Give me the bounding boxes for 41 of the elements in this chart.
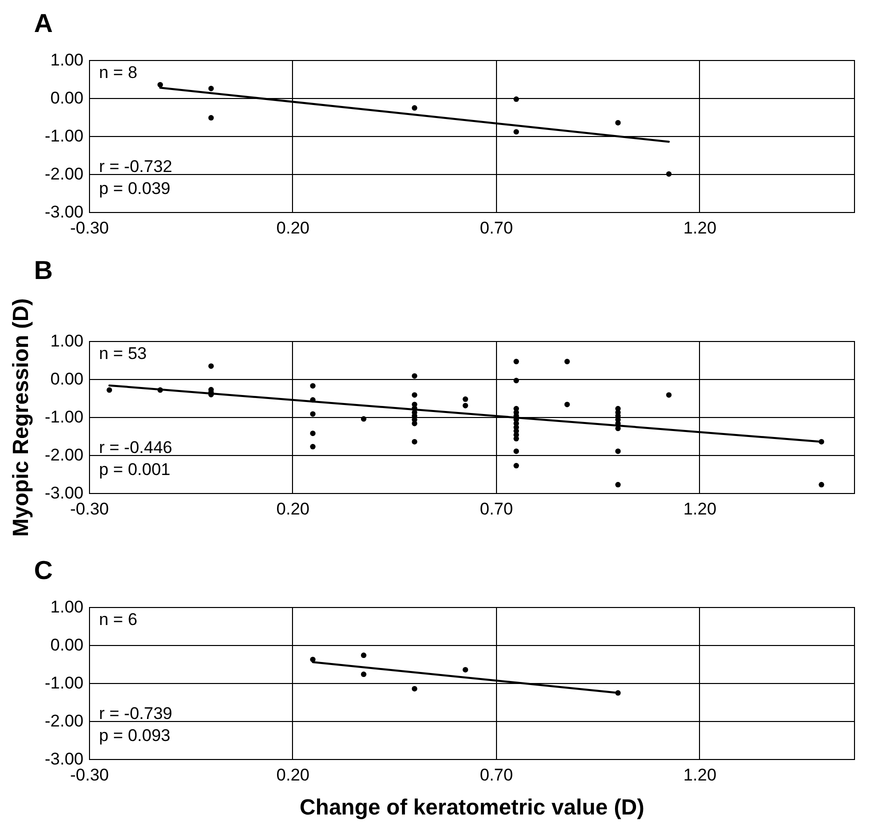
y-tick-label: -1.00 (44, 674, 84, 692)
y-tick-label: -2.00 (44, 446, 84, 464)
x-tick-label: 1.20 (683, 766, 716, 784)
annotation: n = 8 (99, 63, 138, 82)
x-tick-label: 1.20 (683, 500, 716, 518)
y-tick-label: -2.00 (44, 164, 84, 184)
y-tick-label: 0.00 (50, 88, 84, 108)
annotation: r = -0.446 (99, 438, 172, 457)
y-tick-label: 1.00 (50, 50, 84, 70)
x-tick-label: 0.20 (276, 218, 310, 238)
annotation: n = 53 (99, 344, 147, 363)
y-tick-label: -2.00 (44, 712, 84, 730)
x-tick-label: 0.70 (480, 218, 513, 238)
x-axis-title: Change of keratometric value (D) (300, 794, 644, 820)
x-tick-label: -0.30 (70, 218, 109, 238)
y-tick-label: 1.00 (50, 598, 84, 616)
x-tick-label: -0.30 (70, 766, 109, 784)
y-tick-label: -3.00 (44, 484, 84, 502)
x-tick-label: -0.30 (70, 500, 109, 518)
y-tick-label: -3.00 (44, 202, 84, 222)
y-tick-label: 0.00 (50, 636, 84, 654)
y-tick-label: -3.00 (44, 750, 84, 768)
annotation: p = 0.001 (99, 460, 170, 479)
annotation: n = 6 (99, 610, 138, 629)
annotation: p = 0.093 (99, 726, 170, 745)
y-tick-label: 0.00 (50, 370, 84, 388)
y-tick-label: -1.00 (44, 126, 84, 146)
annotation: p = 0.039 (99, 179, 170, 198)
annotation: r = -0.732 (99, 157, 172, 176)
x-tick-label: 0.70 (480, 500, 513, 518)
y-tick-label: 1.00 (50, 332, 84, 350)
y-axis-title: Myopic Regression (D) (8, 298, 33, 537)
chart-title: B (34, 254, 53, 285)
x-tick-label: 0.20 (276, 500, 310, 518)
x-tick-label: 0.70 (480, 766, 513, 784)
chart-title: C (34, 555, 53, 585)
x-tick-label: 1.20 (683, 218, 716, 238)
chart-title: A (34, 8, 53, 38)
x-tick-label: 0.20 (276, 766, 310, 784)
y-tick-label: -1.00 (44, 408, 84, 426)
annotation: r = -0.739 (99, 704, 172, 723)
